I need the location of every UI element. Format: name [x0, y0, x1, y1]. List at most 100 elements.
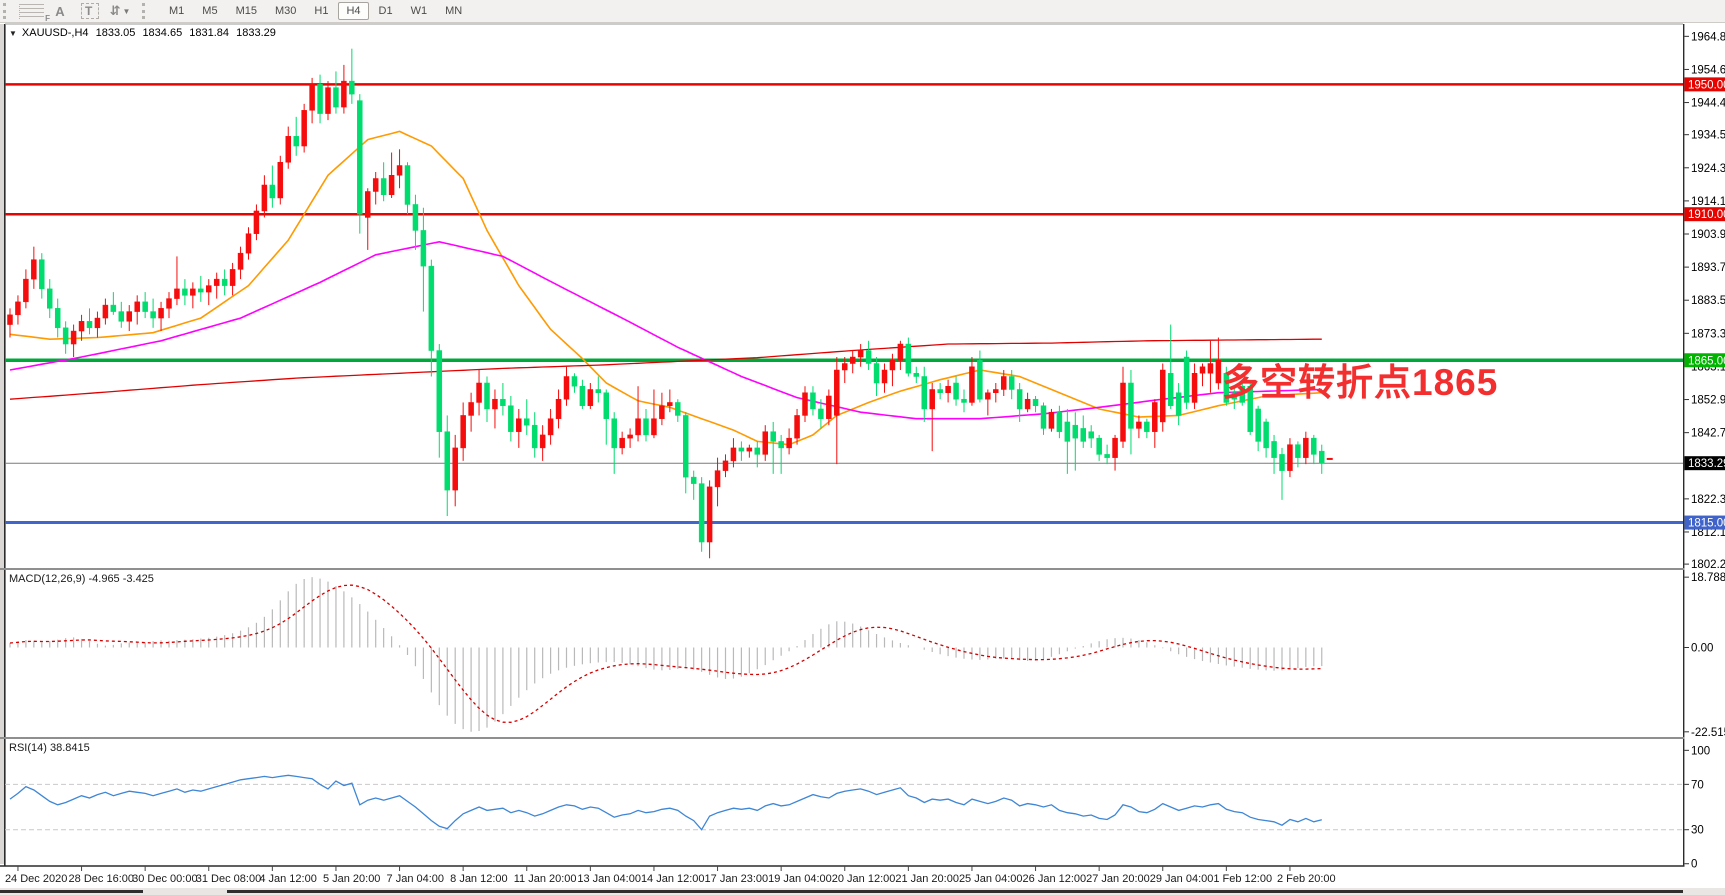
price-scale-border — [1683, 24, 1685, 866]
candle-body — [380, 178, 387, 195]
date-label: 2 Feb 20:00 — [1277, 873, 1336, 885]
date-label: 4 Jan 12:00 — [259, 873, 317, 885]
date-label: 25 Jan 04:00 — [959, 873, 1023, 885]
symbol-info[interactable]: ▼ XAUUSD-,H4 1833.05 1834.65 1831.84 1833… — [9, 27, 280, 39]
timeframe-button-W1[interactable]: W1 — [410, 5, 428, 17]
candle-body — [539, 434, 546, 449]
rsi-line — [9, 774, 1322, 831]
candle-body — [1175, 392, 1182, 416]
candle-body — [468, 402, 474, 416]
axis-label: 1954.60 — [1691, 64, 1725, 76]
candle-body — [476, 382, 482, 403]
timeframe-button-H4[interactable]: H4 — [338, 2, 369, 20]
macd-signal-line — [9, 584, 1322, 723]
timeframe-button-D1[interactable]: D1 — [378, 5, 393, 17]
candle-body — [595, 389, 602, 393]
candle-body — [23, 278, 29, 303]
price-badge-label: 1865.00 — [1688, 355, 1725, 367]
text-label-icon[interactable]: A — [55, 3, 65, 19]
candle-body — [706, 486, 713, 543]
ohlc-low: 1831.84 — [189, 27, 230, 39]
toolbar-grip-handle[interactable] — [3, 3, 10, 19]
candle-body — [1263, 421, 1269, 449]
collapse-arrow-icon[interactable]: ▼ — [9, 29, 17, 38]
chart-annotation[interactable]: 多空转折点1865 — [1222, 362, 1499, 403]
price-badge — [1684, 456, 1725, 471]
candle-body — [444, 431, 450, 491]
candle-body — [94, 317, 101, 329]
axis-label: 1873.30 — [1691, 328, 1725, 340]
candle-body — [62, 327, 69, 345]
timeframe-button-M15[interactable]: M15 — [235, 5, 257, 17]
toolbar-grip-handle[interactable] — [142, 3, 149, 19]
candle-body — [1008, 376, 1015, 390]
ma-fast-orange — [9, 130, 1322, 446]
candle-body — [945, 385, 951, 393]
candle-body — [619, 437, 625, 449]
timeframe-button-M30[interactable]: M30 — [274, 5, 297, 17]
pane-separator-macd[interactable] — [0, 568, 1685, 570]
date-label: 7 Jan 04:00 — [387, 873, 445, 885]
candle-body — [1024, 398, 1031, 410]
candle-body — [333, 87, 339, 108]
candle-body — [126, 311, 132, 322]
date-label: 27 Jan 20:00 — [1086, 873, 1150, 885]
date-label: 1 Feb 12:00 — [1213, 873, 1272, 885]
pane-separator-rsi[interactable] — [0, 737, 1685, 739]
candle-body — [953, 382, 959, 400]
toolbar: F A T ⇵ ▼ M1 M5 M15 M30 H1 H4 D1 W1 MN — [0, 0, 1725, 23]
axis-label: 0 — [1691, 859, 1697, 871]
date-scale[interactable] — [0, 867, 1683, 887]
candle-body — [587, 389, 594, 406]
candle-body — [897, 343, 904, 361]
candle-body — [738, 447, 745, 452]
price-badge — [1684, 515, 1725, 530]
candle-body — [690, 476, 697, 484]
text-tool-icon[interactable]: T — [78, 1, 102, 21]
candle-body — [1128, 382, 1134, 429]
candle-body — [826, 395, 832, 419]
price-scale[interactable] — [1683, 24, 1725, 866]
candle-body — [1032, 398, 1039, 406]
candle-body — [1048, 411, 1055, 429]
candle-body — [1287, 444, 1293, 471]
price-badge-label: 1950.00 — [1688, 79, 1725, 91]
candle-body — [698, 483, 705, 543]
axis-label: 1802.20 — [1691, 559, 1725, 571]
candle-body — [865, 350, 872, 364]
candle-body — [667, 402, 673, 406]
candle-body — [1303, 437, 1309, 458]
bottom-strip-segment — [227, 890, 1683, 893]
candle-body — [388, 175, 395, 195]
candle-body — [524, 418, 530, 426]
candle-body — [635, 418, 641, 436]
timeframe-button-H1[interactable]: H1 — [314, 5, 329, 17]
candle-body — [993, 389, 999, 393]
fibo-grid-icon[interactable]: F — [19, 3, 50, 23]
axis-label: 1812.10 — [1691, 527, 1725, 539]
arrows-tool-icon[interactable]: ⇵ ▼ — [109, 3, 131, 18]
candle-body — [977, 360, 983, 400]
axis-label: 1852.90 — [1691, 395, 1725, 407]
candle-body — [913, 373, 920, 377]
chart-frame-left — [4, 24, 6, 866]
candle-body — [261, 184, 268, 212]
candle-body — [285, 136, 291, 163]
candle-body — [1016, 389, 1023, 410]
candle-body — [1215, 360, 1222, 384]
candle-body — [794, 415, 800, 439]
candle-body — [1271, 441, 1277, 458]
timeframe-button-M5[interactable]: M5 — [202, 5, 218, 17]
candle-body — [428, 265, 435, 351]
candle-body — [571, 376, 578, 387]
timeframe-button-MN[interactable]: MN — [445, 5, 463, 17]
date-label: 21 Jan 20:00 — [895, 873, 959, 885]
candle-body — [31, 259, 37, 280]
date-label: 5 Jan 20:00 — [323, 873, 381, 885]
axis-label: 1893.70 — [1691, 262, 1725, 274]
timeframe-button-M1[interactable]: M1 — [169, 5, 185, 17]
candle-body — [110, 304, 117, 312]
candle-body — [905, 343, 912, 374]
candle-body — [134, 301, 140, 312]
